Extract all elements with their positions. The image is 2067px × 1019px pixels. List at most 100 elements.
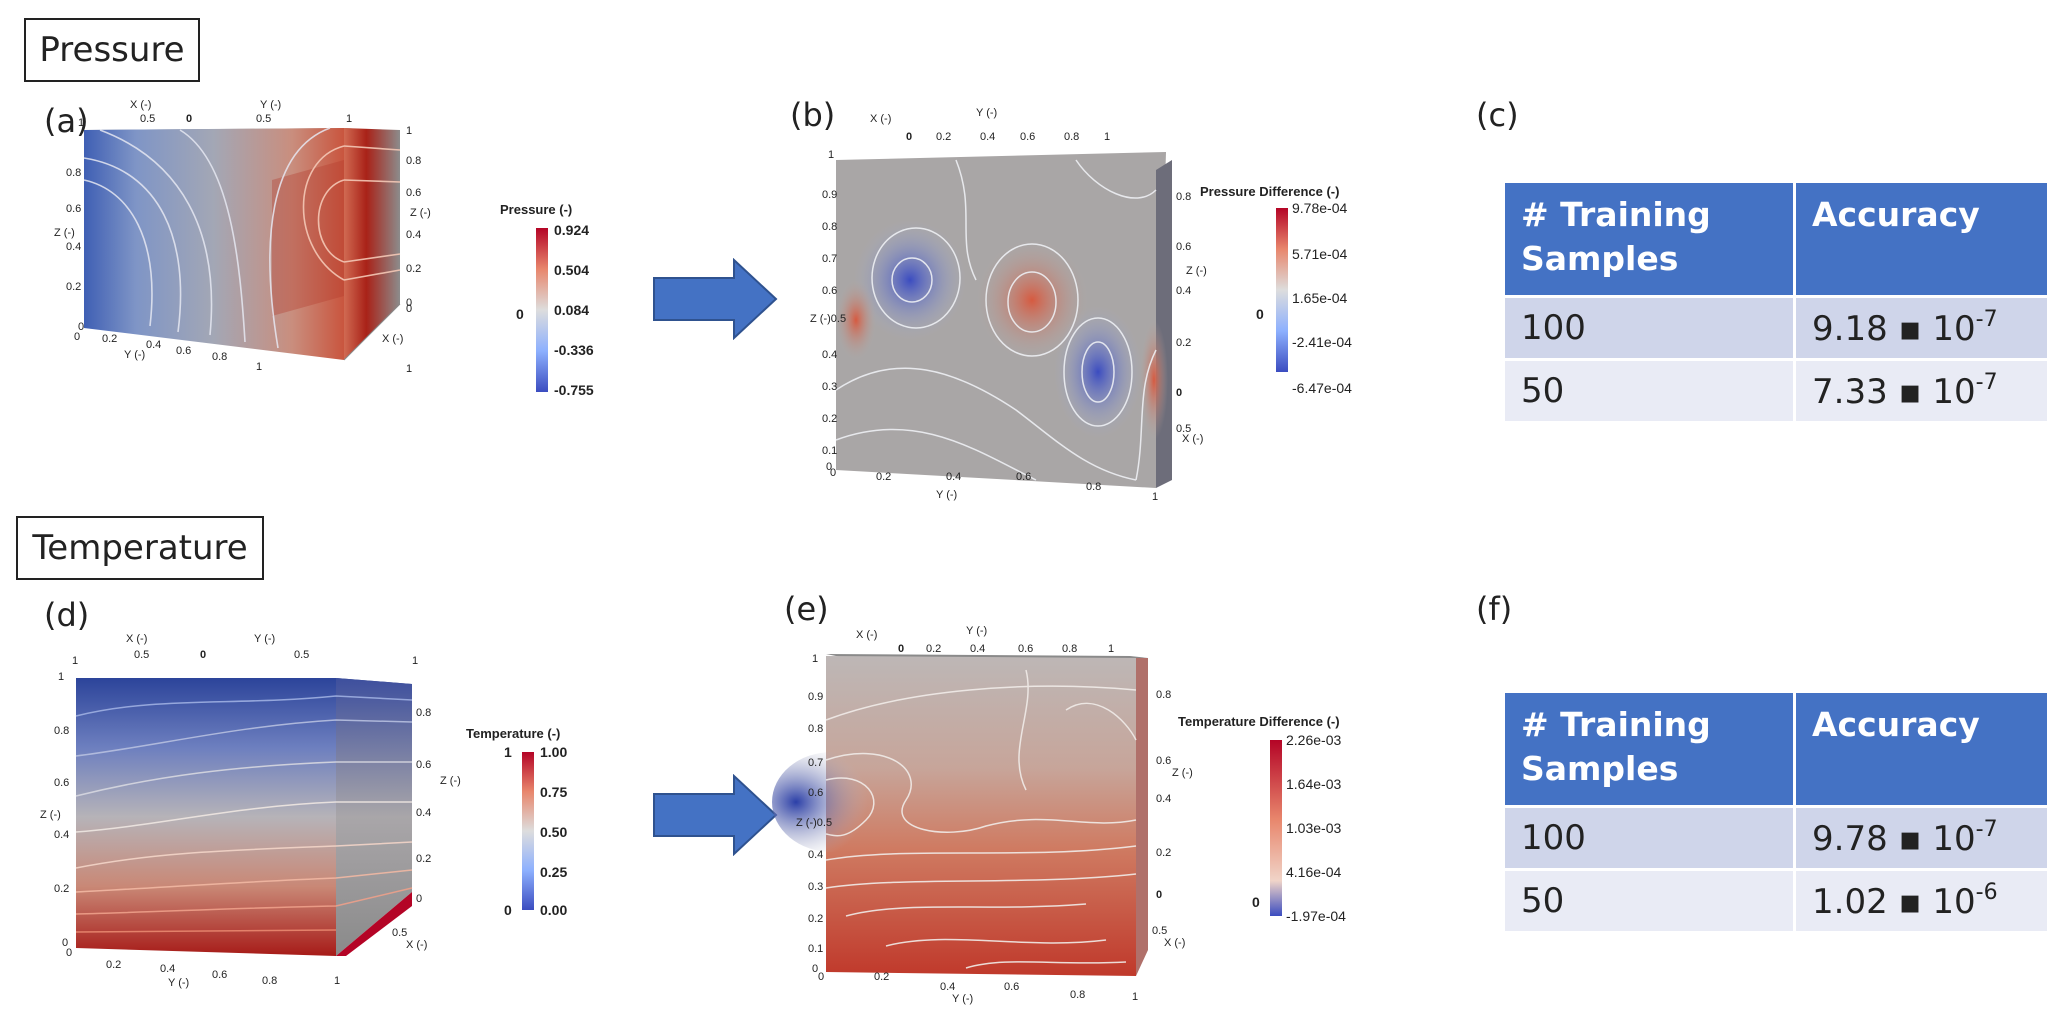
svg-text:1: 1 (1104, 131, 1110, 143)
svg-text:0.8: 0.8 (416, 707, 431, 719)
colorbar-title: Temperature (-) (466, 726, 560, 741)
colorbar-tick: -6.47e-04 (1292, 380, 1352, 396)
svg-text:0.6: 0.6 (1004, 981, 1019, 993)
colorbar-tick: -1.97e-04 (1286, 908, 1346, 924)
table-row: 100 9.78 ▪ 10-7 (1504, 807, 2049, 870)
svg-text:X (-): X (-) (382, 333, 403, 345)
svg-text:1: 1 (256, 361, 262, 373)
svg-text:X (-): X (-) (1182, 433, 1203, 445)
svg-text:0.5: 0.5 (134, 649, 149, 661)
svg-text:0.4: 0.4 (1176, 285, 1191, 297)
colorbar-ramp (1276, 208, 1288, 372)
table-cell-accuracy: 1.02 ▪ 10-6 (1795, 870, 2049, 933)
cube-side-face (344, 128, 400, 360)
svg-text:Y (-): Y (-) (976, 107, 997, 119)
svg-text:0.6: 0.6 (54, 777, 69, 789)
svg-text:Z (-): Z (-) (54, 227, 75, 239)
svg-text:1: 1 (78, 117, 84, 129)
panel-label-c: (c) (1476, 96, 1519, 134)
pressure-colorbar: Pressure (-) 0.924 0.504 0.084 -0.336 -0… (500, 202, 650, 402)
svg-text:0.2: 0.2 (1156, 847, 1171, 859)
svg-text:X (-): X (-) (870, 113, 891, 125)
svg-text:0.6: 0.6 (1016, 471, 1031, 483)
temperature-section-title: Temperature (16, 516, 264, 580)
table-row: 50 1.02 ▪ 10-6 (1504, 870, 2049, 933)
svg-text:X (-): X (-) (406, 939, 427, 951)
svg-text:0.2: 0.2 (808, 913, 823, 925)
svg-text:1: 1 (1152, 491, 1158, 503)
table-cell-accuracy: 9.18 ▪ 10-7 (1795, 297, 2049, 360)
arrow-right-icon (652, 774, 778, 856)
svg-text:0.6: 0.6 (1176, 241, 1191, 253)
svg-text:0.2: 0.2 (106, 959, 121, 971)
svg-text:0.4: 0.4 (160, 963, 175, 975)
svg-text:Z (-): Z (-) (40, 809, 61, 821)
svg-text:1: 1 (828, 149, 834, 161)
pressure-section-title: Pressure (24, 18, 200, 82)
svg-text:0.7: 0.7 (822, 253, 837, 265)
svg-text:0.8: 0.8 (212, 351, 227, 363)
svg-text:0.5: 0.5 (256, 113, 271, 125)
arrow-right-icon (652, 258, 778, 340)
panel-label-e: (e) (784, 590, 829, 628)
svg-text:0.2: 0.2 (102, 333, 117, 345)
svg-text:0.6: 0.6 (176, 345, 191, 357)
svg-text:Y (-): Y (-) (966, 625, 987, 637)
svg-text:0: 0 (66, 947, 72, 959)
pressure-accuracy-table: # Training Samples Accuracy 100 9.18 ▪ 1… (1502, 180, 2050, 424)
svg-text:0.2: 0.2 (66, 281, 81, 293)
svg-text:0.9: 0.9 (808, 691, 823, 703)
svg-text:0.6: 0.6 (808, 787, 823, 799)
svg-text:Z (-)0.5: Z (-)0.5 (810, 313, 846, 325)
svg-text:0.6: 0.6 (416, 759, 431, 771)
table-cell-samples: 50 (1504, 870, 1795, 933)
table-row: 100 9.18 ▪ 10-7 (1504, 297, 2049, 360)
colorbar-zero: 0 (516, 306, 524, 322)
svg-text:1: 1 (812, 653, 818, 665)
colorbar-tick: 0.084 (554, 302, 589, 318)
svg-text:0.8: 0.8 (406, 155, 421, 167)
svg-text:0: 0 (74, 331, 80, 343)
colorbar-tick: -0.336 (554, 342, 594, 358)
svg-text:1: 1 (58, 671, 64, 683)
temperature-difference-cube-plot: 1 X (-) Y (-) 0 0.2 0.4 0.6 0.8 1 0.9 0.… (826, 650, 1166, 980)
svg-text:0: 0 (416, 893, 422, 905)
svg-text:0.6: 0.6 (1156, 755, 1171, 767)
colorbar-tick: 0.504 (554, 262, 589, 278)
svg-text:0: 0 (898, 643, 904, 655)
table-header-row: # Training Samples Accuracy (1504, 692, 2049, 807)
svg-text:0.8: 0.8 (1070, 989, 1085, 1001)
svg-text:0.2: 0.2 (926, 643, 941, 655)
colorbar-tick: 5.71e-04 (1292, 246, 1347, 262)
svg-text:0.8: 0.8 (1062, 643, 1077, 655)
svg-text:0.4: 0.4 (146, 339, 161, 351)
colorbar-ramp (522, 752, 534, 910)
table-cell-accuracy: 9.78 ▪ 10-7 (1795, 807, 2049, 870)
table-header-row: # Training Samples Accuracy (1504, 182, 2049, 297)
pressure-difference-cube-plot: 1 0.9 0.8 0.7 0.6 Z (-)0.5 0.4 0.3 0.2 0… (836, 150, 1176, 490)
svg-text:Y (-): Y (-) (124, 349, 145, 361)
colorbar-ramp (1270, 740, 1282, 916)
svg-text:0.2: 0.2 (1176, 337, 1191, 349)
colorbar-title: Pressure Difference (-) (1200, 184, 1339, 199)
colorbar-tick: -0.755 (554, 382, 594, 398)
svg-text:0.2: 0.2 (54, 883, 69, 895)
svg-text:0.2: 0.2 (936, 131, 951, 143)
svg-text:0.8: 0.8 (1086, 481, 1101, 493)
table-row: 50 7.33 ▪ 10-7 (1504, 360, 2049, 423)
colorbar-tick: 9.78e-04 (1292, 200, 1347, 216)
svg-text:0: 0 (818, 971, 824, 983)
svg-text:1: 1 (406, 363, 412, 375)
svg-text:Y (-): Y (-) (952, 993, 973, 1005)
svg-text:0.9: 0.9 (822, 189, 837, 201)
svg-text:1: 1 (72, 655, 78, 667)
svg-text:0.6: 0.6 (66, 203, 81, 215)
pressure-difference-colorbar: Pressure Difference (-) 9.78e-04 5.71e-0… (1200, 184, 1380, 404)
table-header-accuracy: Accuracy (1795, 692, 2049, 807)
colorbar-tick: 1.00 (540, 744, 567, 760)
colorbar-tick: 0.00 (540, 902, 567, 918)
colorbar-one: 1 (504, 744, 512, 760)
svg-text:Z (-)0.5: Z (-)0.5 (796, 817, 832, 829)
svg-text:0.5: 0.5 (392, 927, 407, 939)
svg-text:X (-): X (-) (126, 633, 147, 645)
